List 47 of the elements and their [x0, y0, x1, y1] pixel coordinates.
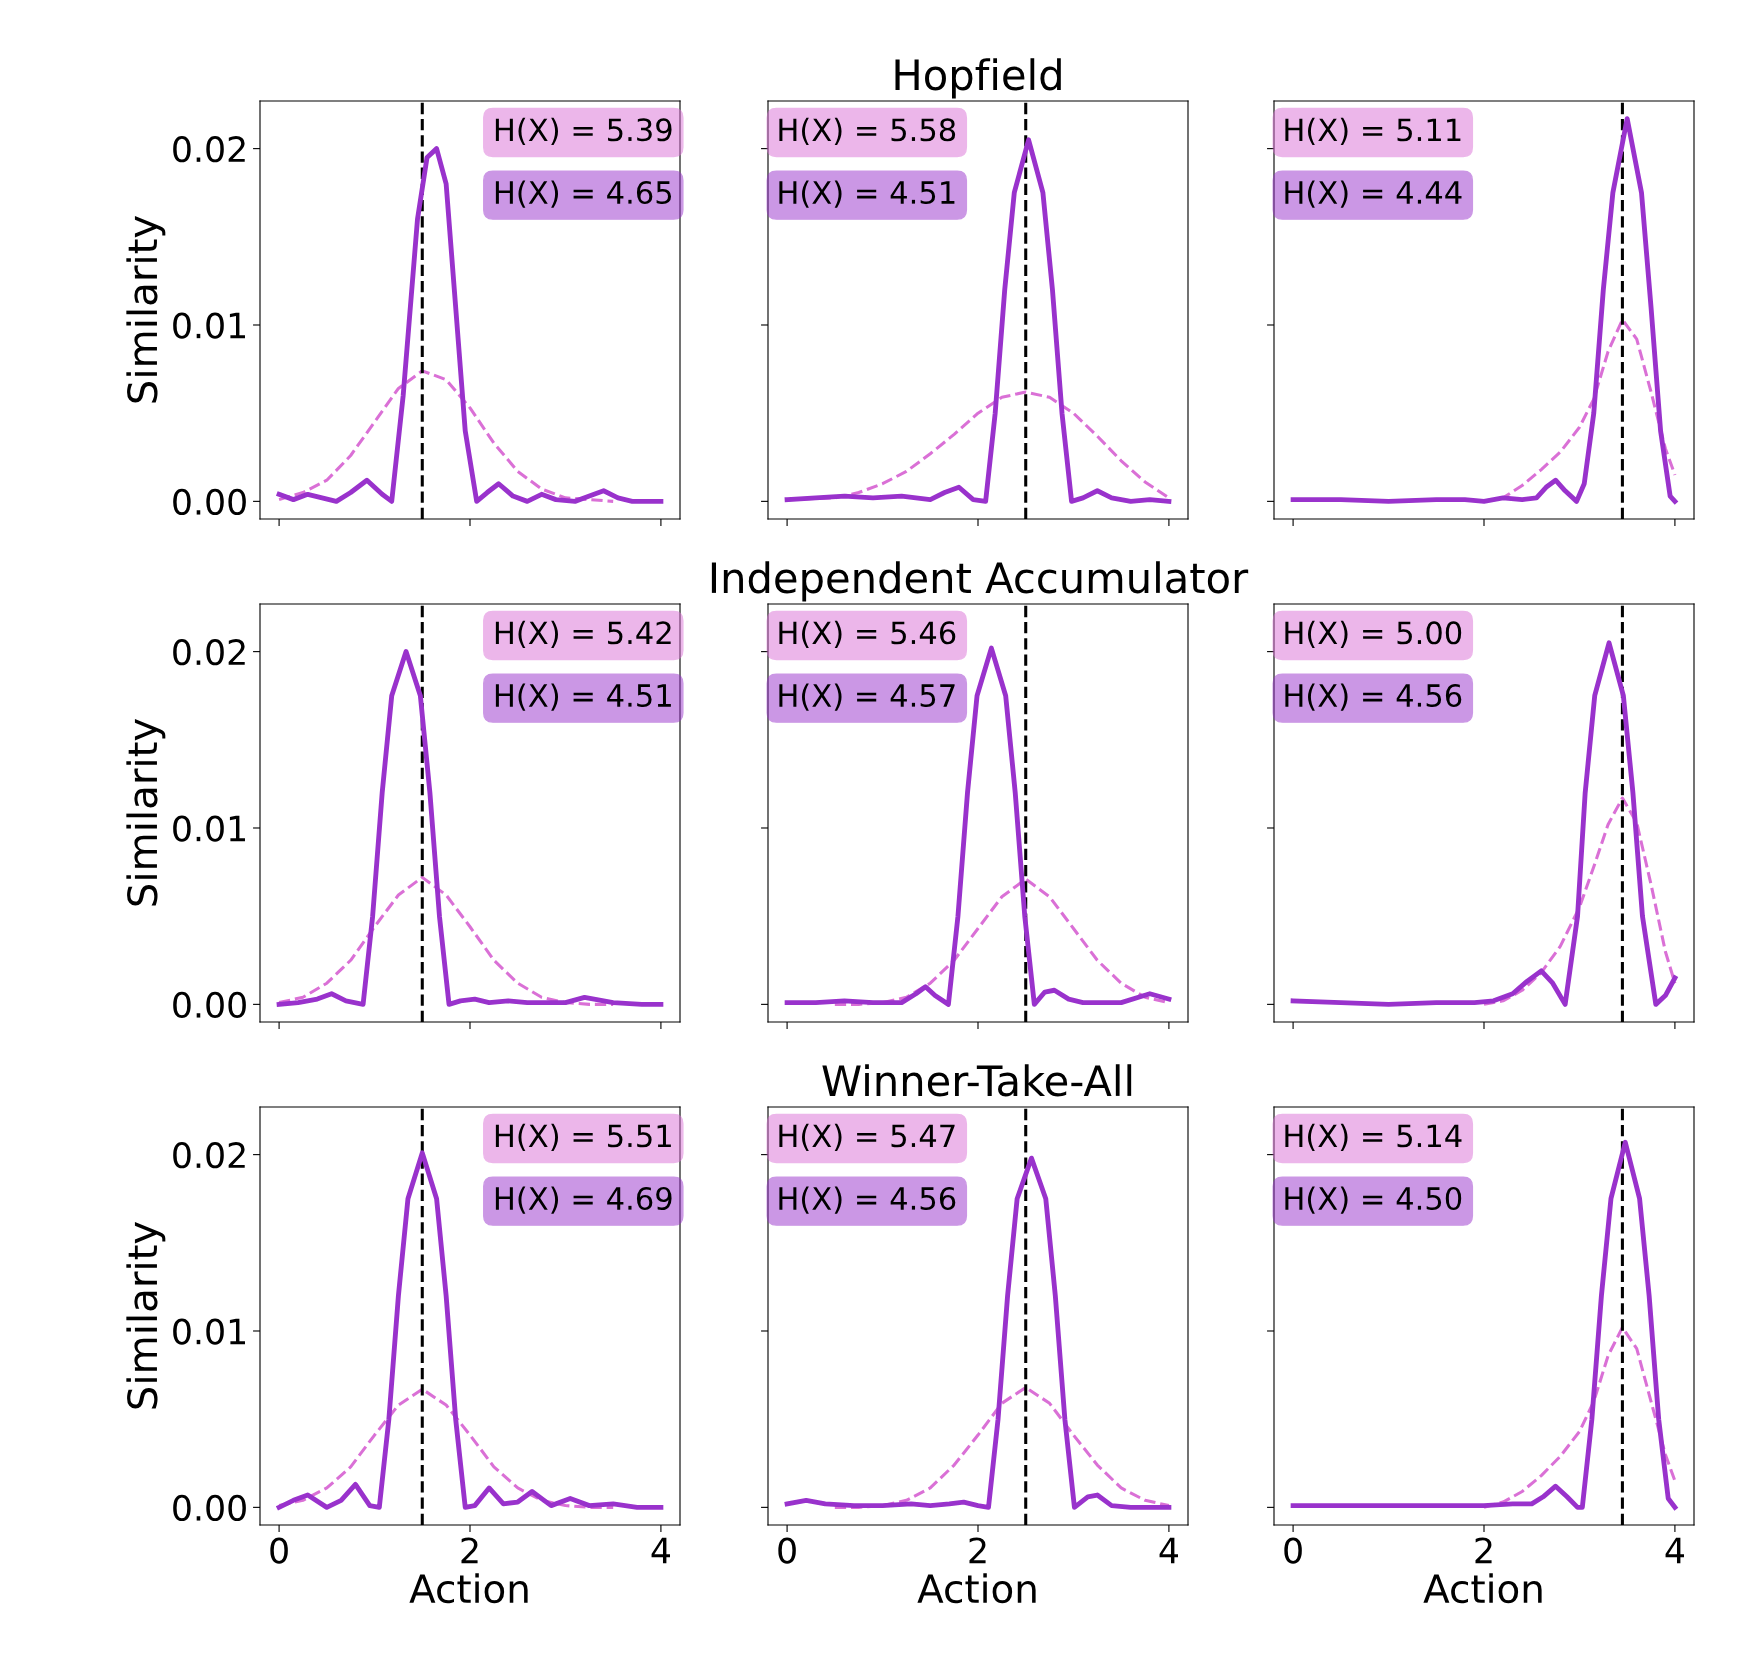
x-tick-label: 2	[461, 1537, 478, 1564]
x-tick-label: 4	[651, 1537, 671, 1564]
annotation: H(X) = 5.46	[779, 620, 956, 648]
annotation: H(X) = 5.51	[495, 1123, 671, 1151]
annotation: H(X) = 4.56	[779, 1186, 956, 1214]
y-tick-label: 0.02	[173, 1142, 245, 1169]
x-tick-label: 2	[969, 1537, 986, 1564]
x-tick-label: 0	[778, 1537, 796, 1564]
y-axis-title: Similarity	[126, 1221, 166, 1409]
y-axis-title: Similarity	[126, 718, 166, 906]
x-axis-title: Action	[409, 1573, 528, 1604]
y-tick-label: 0.00	[173, 991, 246, 1019]
annotation: H(X) = 4.51	[495, 683, 671, 711]
line-series	[277, 369, 615, 503]
x-tick-label: 4	[1665, 1537, 1685, 1564]
annotation: H(X) = 5.42	[495, 620, 671, 648]
y-tick-label: 0.00	[173, 1494, 246, 1522]
annotation: H(X) = 5.11	[1285, 117, 1461, 145]
y-tick-label: 0.01	[173, 312, 245, 339]
x-tick-label: 0	[1284, 1537, 1302, 1564]
x-tick-label: 0	[270, 1537, 288, 1564]
line-series	[277, 875, 615, 1006]
y-axis-title: Similarity	[126, 215, 166, 403]
annotation: H(X) = 5.58	[779, 117, 956, 145]
annotation: H(X) = 4.69	[495, 1186, 672, 1214]
chart-title: Hopfield	[895, 58, 1061, 99]
x-axis-title: Action	[917, 1573, 1036, 1604]
y-tick-label: 0.02	[173, 136, 245, 163]
annotation: H(X) = 4.44	[1285, 180, 1462, 208]
y-tick-label: 0.01	[173, 1318, 245, 1345]
annotation: H(X) = 5.39	[495, 117, 672, 145]
chart-title: Independent Accumulator	[711, 561, 1249, 602]
annotation: H(X) = 4.50	[1285, 1186, 1462, 1214]
x-tick-label: 4	[1159, 1537, 1179, 1564]
y-tick-label: 0.00	[173, 488, 246, 516]
annotation: H(X) = 4.65	[495, 180, 672, 208]
annotation: H(X) = 5.14	[1285, 1123, 1462, 1151]
annotation: H(X) = 4.57	[779, 683, 955, 711]
x-axis-title: Action	[1423, 1573, 1542, 1604]
y-tick-label: 0.01	[173, 815, 245, 842]
annotation: H(X) = 4.51	[779, 180, 955, 208]
y-tick-label: 0.02	[173, 639, 245, 666]
annotation: H(X) = 4.56	[1285, 683, 1462, 711]
annotation: H(X) = 5.00	[1285, 620, 1462, 648]
chart-title: Winner-Take-All	[822, 1064, 1132, 1097]
x-tick-label: 2	[1475, 1537, 1492, 1564]
annotation: H(X) = 5.47	[779, 1123, 955, 1151]
